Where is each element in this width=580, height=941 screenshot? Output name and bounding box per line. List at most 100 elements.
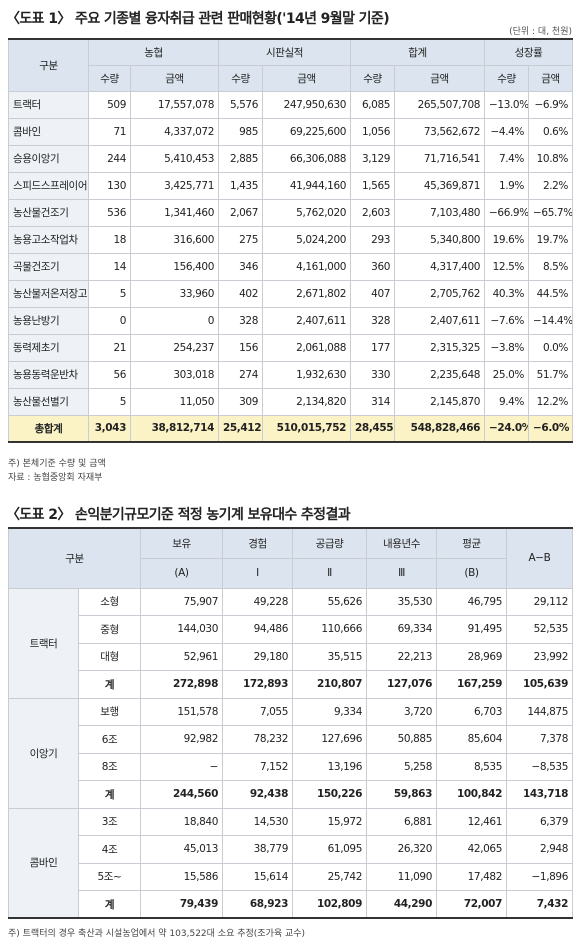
data-row: 곡물건조기 14 156,400 346 4,161,000 360 4,317,400 12…	[8, 252, 574, 281]
data-row: 콤바인 71 4,337,072 985 69,225,600 1,056 73,562,6…	[8, 117, 574, 146]
sub-header: 수량	[88, 64, 131, 92]
subtotal-row: 계 79,439 68,923 102,809 44,290 72,007 7,432	[9, 890, 573, 919]
row-label: 농산물선별기	[8, 387, 89, 416]
cell: 33,960	[130, 279, 219, 308]
table-title: 〈도표 2〉 손익분기규모기준 적정 농기계 보유대수 추정결과	[6, 507, 351, 523]
data-row: 스피드스프레이어 130 3,425,771 1,435 41,944,160 1,565…	[8, 171, 574, 200]
group-label: 이앙기	[8, 697, 79, 809]
cell: 151,578	[140, 697, 223, 726]
corner-header: 구분	[8, 38, 89, 92]
cell: 12.2%	[528, 387, 574, 416]
cell: 0	[130, 306, 219, 335]
body: 트랙터 소형 75,907 49,228 55,626 35,530 46,795 29,11…	[8, 587, 573, 919]
cell: 272,898	[140, 670, 223, 699]
cell: 26,320	[366, 835, 437, 864]
cell: 2,603	[350, 198, 396, 227]
cell: 244,560	[140, 780, 223, 809]
cell: 18,840	[140, 807, 223, 836]
cell: −3.8%	[484, 333, 530, 362]
cell: 14,530	[222, 807, 293, 836]
cell: 5,340,800	[394, 225, 486, 254]
row-label: 계	[78, 670, 141, 699]
cell: 4,317,400	[394, 252, 486, 281]
row-label: 스피드스프레이어	[8, 171, 89, 200]
row-label: 소형	[78, 587, 141, 616]
cell: 15,586	[140, 862, 223, 891]
header-row: 구분 농협 시판실적 합계 성장률	[8, 38, 574, 92]
cell: 8,535	[436, 752, 507, 781]
cell: 11,050	[130, 387, 219, 416]
cell: 247,950,630	[261, 90, 352, 119]
cell: 51.7%	[528, 360, 574, 389]
data-row: 대형 52,961 29,180 35,515 22,213 28,969 23,992	[9, 642, 573, 671]
cell: 9,334	[292, 697, 367, 726]
row-label: 대형	[78, 642, 141, 671]
cell: 130	[88, 171, 131, 200]
cell: 3,425,771	[130, 171, 219, 200]
cell: 7,055	[222, 697, 293, 726]
data-row: 트랙터 소형 75,907 49,228 55,626 35,530 46,795 29,11…	[8, 587, 573, 699]
cell: 2.2%	[528, 171, 574, 200]
cell: 110,666	[292, 615, 367, 644]
cell: 41,944,160	[261, 171, 352, 200]
cell: 78,232	[222, 725, 293, 754]
cell: 1,435	[218, 171, 263, 200]
cell: 1.9%	[484, 171, 530, 200]
cell: 346	[218, 252, 263, 281]
cell: 0	[88, 306, 131, 335]
cell: 5,258	[366, 752, 437, 781]
cell: 49,228	[222, 587, 293, 616]
cell: 73,562,672	[394, 117, 486, 146]
cell: 167,259	[436, 670, 507, 699]
row-label: 3조	[78, 807, 141, 836]
cell: 244	[88, 144, 131, 173]
data-row: 농용난방기 0 0 328 2,407,611 328 2,407,611 −7.6% −14.…	[8, 306, 574, 335]
row-label: 동력제초기	[8, 333, 89, 362]
cell: 5	[88, 387, 131, 416]
cell: 330	[350, 360, 396, 389]
cell: 303,018	[130, 360, 219, 389]
cell: 316,600	[130, 225, 219, 254]
cell: −	[140, 752, 223, 781]
cell: 2,145,870	[394, 387, 486, 416]
cell: 360	[350, 252, 396, 281]
cell: 5,410,453	[130, 144, 219, 173]
table-title: 〈도표 1〉 주요 기종별 융자취급 관련 판매현황('14년 9월말 기준)	[6, 11, 390, 27]
row-label: 계	[78, 780, 141, 809]
group-header: 성장률	[484, 38, 574, 66]
data-row: 농산물건조기 536 1,341,460 2,067 5,762,020 2,603 7,1…	[8, 198, 574, 227]
cell: 156	[218, 333, 263, 362]
cell: 52,535	[506, 615, 573, 644]
cell: 19.7%	[528, 225, 574, 254]
cell: 13,196	[292, 752, 367, 781]
row-label: 6조	[78, 725, 141, 754]
cell: 92,438	[222, 780, 293, 809]
data-row: 농산물저온저장고 5 33,960 402 2,671,802 407 2,705,762 4…	[8, 279, 574, 308]
header: 구분 농협 시판실적 합계 성장률 수량 금액 수량 금액 수량 금액 수량 금액	[8, 38, 574, 92]
cell: 275	[218, 225, 263, 254]
cell: 18	[88, 225, 131, 254]
row-label: 농용동력운반차	[8, 360, 89, 389]
cell: 38,812,714	[130, 414, 219, 443]
cell: 314	[350, 387, 396, 416]
cell: 254,237	[130, 333, 219, 362]
cell: 92,982	[140, 725, 223, 754]
cell: 42,065	[436, 835, 507, 864]
data-row: 콤바인 3조 18,840 14,530 15,972 6,881 12,461 6,379	[8, 807, 573, 919]
header-row: (A) Ⅰ Ⅱ Ⅲ (B)	[9, 557, 573, 589]
cell: 23,992	[506, 642, 573, 671]
cell: 2,407,611	[261, 306, 352, 335]
cell: 12.5%	[484, 252, 530, 281]
note: 주) 트랙터의 경우 축산과 시설농업에서 약 103,522대 소요 추정(조…	[8, 929, 306, 939]
cell: 4,161,000	[261, 252, 352, 281]
cell: 102,809	[292, 890, 367, 919]
row-label: 보행	[78, 697, 141, 726]
cell: 35,515	[292, 642, 367, 671]
sub-header: 금액	[261, 64, 352, 92]
estimate-table: 구분 보유 경험 공급량 내용년수 평균 A−B (A) Ⅰ Ⅱ Ⅲ (B) 트랙터 소형 75,907 49…	[8, 527, 573, 919]
note: 자료 : 농협중앙회 자재부	[8, 473, 103, 483]
cell: 7,432	[506, 890, 573, 919]
subtotal-row: 계 244,560 92,438 150,226 59,863 100,842 143,71…	[9, 780, 573, 809]
row-label: 8조	[78, 752, 141, 781]
cell: 1,056	[350, 117, 396, 146]
